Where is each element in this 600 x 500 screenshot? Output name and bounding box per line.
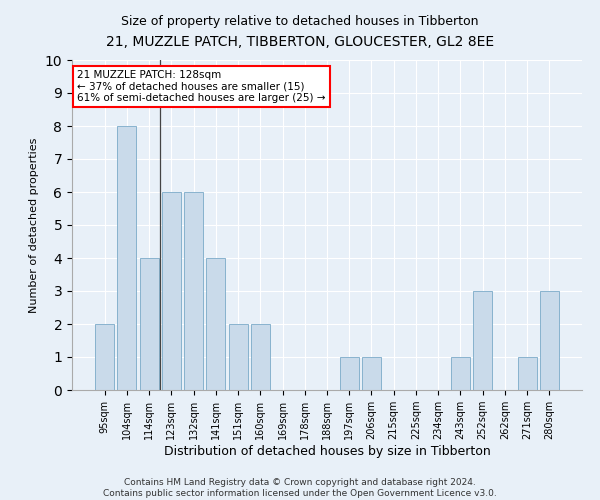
Bar: [362, 357, 381, 390]
Bar: [118, 126, 136, 390]
Bar: [140, 258, 158, 390]
Bar: [184, 192, 203, 390]
Text: Size of property relative to detached houses in Tibberton: Size of property relative to detached ho…: [121, 15, 479, 28]
Text: 21, MUZZLE PATCH, TIBBERTON, GLOUCESTER, GL2 8EE: 21, MUZZLE PATCH, TIBBERTON, GLOUCESTER,…: [106, 35, 494, 49]
Y-axis label: Number of detached properties: Number of detached properties: [29, 138, 39, 312]
Bar: [340, 357, 359, 390]
X-axis label: Distribution of detached houses by size in Tibberton: Distribution of detached houses by size …: [164, 445, 490, 458]
Bar: [251, 324, 270, 390]
Bar: [518, 357, 536, 390]
Bar: [162, 192, 181, 390]
Bar: [206, 258, 225, 390]
Bar: [229, 324, 248, 390]
Bar: [473, 291, 492, 390]
Bar: [451, 357, 470, 390]
Bar: [95, 324, 114, 390]
Text: 21 MUZZLE PATCH: 128sqm
← 37% of detached houses are smaller (15)
61% of semi-de: 21 MUZZLE PATCH: 128sqm ← 37% of detache…: [77, 70, 326, 103]
Bar: [540, 291, 559, 390]
Text: Contains HM Land Registry data © Crown copyright and database right 2024.
Contai: Contains HM Land Registry data © Crown c…: [103, 478, 497, 498]
